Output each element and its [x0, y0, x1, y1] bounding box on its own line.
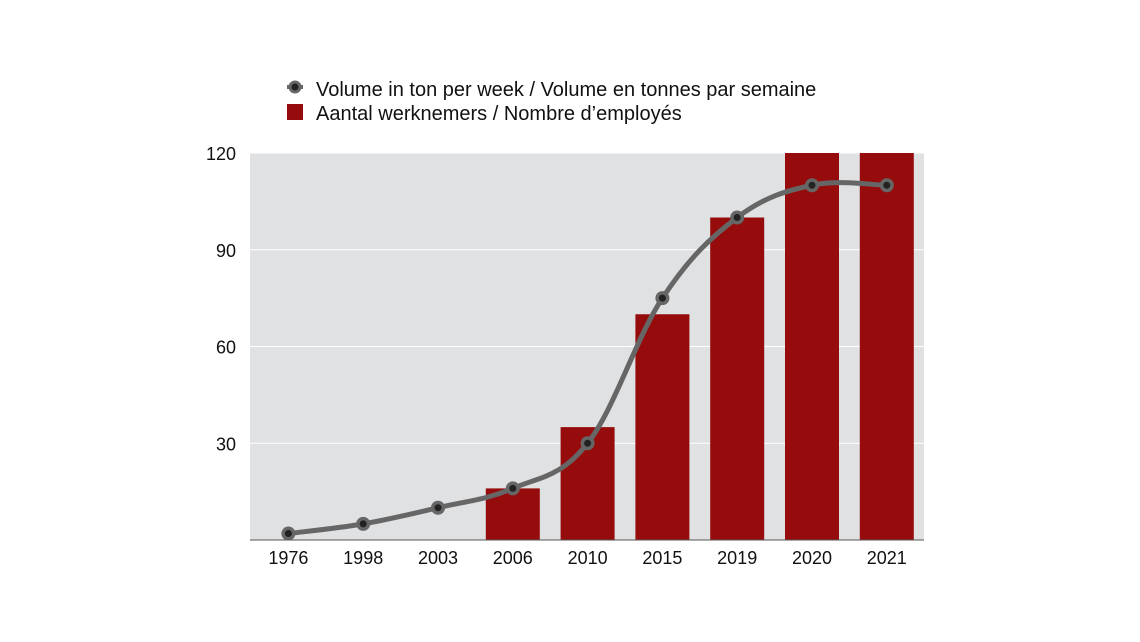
- bar: [710, 217, 765, 540]
- y-tick-label: 30: [216, 434, 236, 454]
- legend: Volume in ton per week / Volume en tonne…: [287, 79, 816, 125]
- legend-bar-swatch: [287, 104, 303, 120]
- legend-item-volume: Volume in ton per week / Volume en tonne…: [287, 79, 816, 101]
- y-tick-label: 120: [206, 144, 236, 164]
- y-axis-ticks: 30 60 90 120: [206, 144, 236, 454]
- x-tick-label: 1998: [343, 548, 383, 568]
- x-tick-label: 2019: [717, 548, 757, 568]
- line-point-center: [733, 214, 741, 221]
- legend-item-employees: Aantal werknemers / Nombre d’employés: [287, 103, 682, 125]
- x-tick-label: 2006: [493, 548, 533, 568]
- line-point-center: [509, 484, 517, 492]
- bar: [785, 153, 839, 540]
- x-tick-label: 2010: [568, 548, 608, 568]
- x-tick-label: 2003: [418, 548, 458, 568]
- x-tick-label: 2020: [792, 548, 832, 568]
- line-point-center: [584, 439, 592, 447]
- y-tick-label: 60: [216, 338, 236, 358]
- line-point-center: [284, 530, 292, 538]
- y-tick-label: 90: [216, 241, 236, 261]
- line-point-center: [434, 504, 442, 512]
- bar-series: [485, 153, 914, 540]
- line-series: [281, 178, 894, 541]
- bar: [859, 153, 914, 540]
- x-axis-ticks: 1976 1998 2003 2006 2010 2015 2019 2020 2021: [268, 548, 906, 568]
- line-point-center: [883, 181, 891, 189]
- x-tick-label: 1976: [268, 548, 308, 568]
- x-tick-label: 2021: [867, 548, 907, 568]
- volume-line: [285, 180, 890, 537]
- legend-label-employees: Aantal werknemers / Nombre d’employés: [316, 103, 682, 125]
- bar: [635, 314, 690, 540]
- legend-label-volume: Volume in ton per week / Volume en tonne…: [316, 79, 816, 101]
- legend-marker-swatch: [288, 80, 302, 94]
- line-point-center: [658, 294, 666, 302]
- line-point-center: [359, 520, 367, 528]
- x-tick-label: 2015: [642, 548, 682, 568]
- line-point-center: [808, 181, 816, 189]
